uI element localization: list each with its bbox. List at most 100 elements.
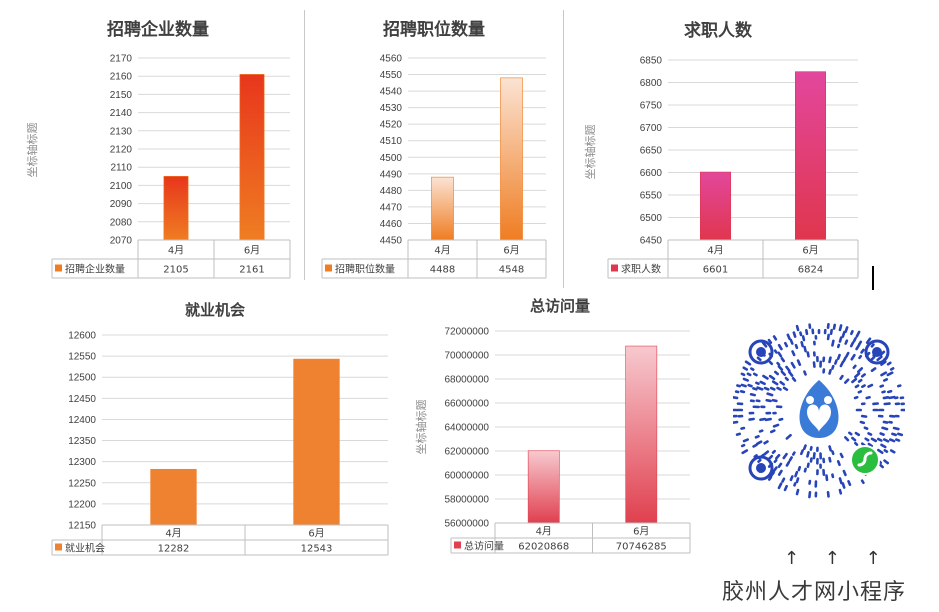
qr-finder-dot (872, 347, 882, 357)
y-tick-label: 4510 (380, 136, 403, 147)
qr-mark (783, 484, 788, 492)
qr-mark (879, 463, 884, 469)
qr-mark (806, 451, 810, 458)
qr-mark (870, 367, 877, 373)
qr-finder (748, 455, 774, 481)
y-tick-label: 56000000 (445, 519, 490, 530)
qr-mark (759, 380, 766, 386)
qr-mark (860, 348, 865, 354)
legend-label: 招聘企业数量 (65, 263, 125, 276)
qr-mark (800, 340, 804, 348)
qr-mark (803, 370, 807, 376)
y-tick-label: 66000000 (445, 399, 490, 410)
y-tick-label: 4500 (380, 153, 403, 164)
qr-mark (879, 384, 885, 388)
table-value: 70746285 (616, 542, 667, 553)
qr-mark (746, 372, 752, 377)
qr-mark (844, 326, 849, 333)
y-tick-label: 12300 (68, 457, 96, 468)
qr-mark (858, 354, 863, 360)
qr-mark (842, 356, 847, 363)
qr-mark (768, 374, 776, 381)
qr-finder (748, 339, 774, 365)
qr-mark (752, 387, 758, 391)
qr-mark (771, 380, 779, 386)
qr-mark (831, 339, 835, 347)
y-tick-label: 2160 (110, 72, 133, 83)
y-tick-label: 72000000 (445, 327, 490, 338)
qr-mark (742, 377, 749, 382)
qr-mark (880, 443, 887, 449)
qr-mark (896, 432, 904, 437)
qr-mark (838, 477, 843, 485)
qr-mark (774, 370, 779, 376)
qr-mark (850, 330, 854, 336)
qr-mark (844, 436, 850, 442)
qr-mark (882, 438, 890, 443)
qr-mark (777, 343, 783, 351)
x-category-label: 4月 (707, 245, 723, 257)
qr-mark (880, 371, 888, 377)
table-value: 12543 (301, 544, 333, 555)
qr-mark (767, 338, 773, 344)
y-tick-label: 4520 (380, 120, 403, 131)
qr-mark (781, 477, 786, 483)
qr-mark (841, 482, 846, 489)
qr-mark (747, 383, 753, 388)
qr-mark (795, 477, 800, 484)
x-category-label: 6月 (244, 245, 260, 257)
qr-mark (794, 343, 799, 350)
qr-mark (831, 450, 835, 456)
qr-mark (855, 330, 861, 338)
qr-mark (740, 372, 746, 377)
bar-visits-0 (527, 450, 560, 524)
qr-mark (865, 395, 871, 400)
qr-mark (842, 469, 847, 477)
qr-mark (790, 361, 796, 369)
qr-mark (739, 390, 746, 394)
qr-mark (838, 324, 843, 332)
qr-mark (883, 449, 889, 453)
x-category-label: 4月 (168, 245, 184, 257)
qr-mark (763, 386, 770, 391)
qr-finder (864, 339, 890, 365)
y-tick-label: 2070 (110, 236, 133, 247)
qr-caption: 胶州人才网小程序 (722, 580, 907, 605)
qr-mark (784, 341, 789, 348)
qr-mark (758, 429, 764, 433)
qr-mark (889, 438, 896, 443)
y-tick-label: 2150 (110, 90, 133, 101)
qr-mark (773, 349, 778, 354)
qr-mark (844, 378, 850, 384)
qr-mark (733, 396, 739, 400)
qr-mark (847, 480, 852, 487)
qr-mark (888, 395, 896, 400)
qr-mark (860, 373, 866, 378)
qr-mark (858, 340, 863, 346)
qr-mark (857, 390, 863, 394)
qr-mark (876, 355, 883, 362)
qr-mark (742, 438, 749, 443)
qr-mark (791, 350, 796, 357)
qr-mark (841, 330, 846, 338)
qr-mark (826, 333, 830, 341)
table-value: 12282 (158, 544, 190, 555)
chart-title: 招聘企业数量 (107, 19, 209, 40)
qr-finder-dot (756, 347, 766, 357)
qr-mark (780, 370, 787, 376)
chart-title: 总访问量 (530, 297, 590, 315)
qr-mark (806, 351, 810, 358)
qr-mark (765, 398, 772, 403)
qr-mark (852, 364, 857, 369)
qr-mark (861, 384, 866, 389)
qr-mark (771, 449, 777, 454)
qr-mark (756, 386, 764, 391)
qr-mark (857, 378, 863, 383)
qr-mark (876, 437, 883, 442)
talent-logo-icon (799, 380, 839, 438)
qr-mark (757, 458, 762, 463)
chart-panel-positions: 招聘职位数量 4450 4460 4470 4480 4490 4500 4510 4520 45… (310, 8, 558, 283)
qr-mark (795, 488, 800, 496)
qr-mark (787, 370, 794, 377)
qr-mark (777, 351, 783, 358)
